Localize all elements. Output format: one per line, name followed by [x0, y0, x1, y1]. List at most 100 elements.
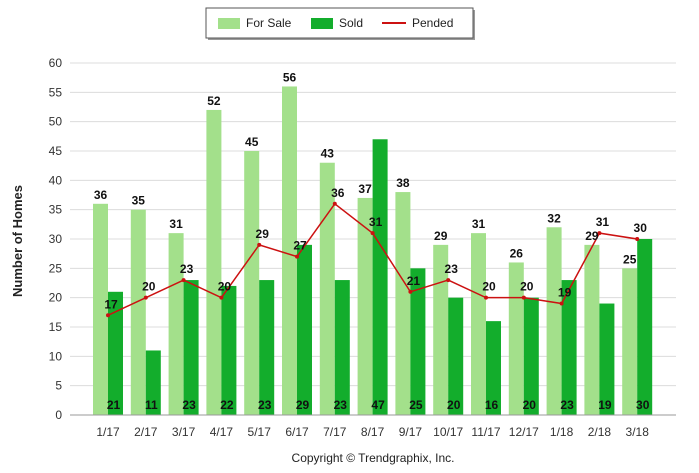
- y-tick-label: 30: [49, 232, 63, 246]
- sold-bar: [448, 297, 464, 415]
- bars: [93, 86, 653, 415]
- pended-value-label: 21: [407, 274, 421, 288]
- x-tick-label: 1/17: [96, 425, 120, 439]
- x-tick-label: 3/17: [172, 425, 196, 439]
- pended-point: [295, 254, 299, 259]
- y-axis-title: Number of Homes: [10, 185, 25, 297]
- sold-value-label: 22: [220, 398, 234, 412]
- x-tick-label: 5/17: [248, 425, 272, 439]
- for-sale-bar: [357, 197, 373, 415]
- x-tick-labels: 1/17 2/17 3/17 4/17 5/17 6/17 7/17 8/17 9/17 10/1…: [96, 425, 649, 439]
- pended-point: [559, 301, 564, 306]
- pended-point: [521, 295, 526, 300]
- sold-value-label: 21: [107, 398, 121, 412]
- for-sale-value-label: 32: [547, 211, 561, 225]
- x-tick-label: 11/17: [471, 425, 500, 439]
- legend-swatch: [311, 18, 333, 29]
- y-tick-label: 0: [55, 408, 62, 422]
- sold-value-label: 16: [485, 398, 499, 412]
- x-tick-label: 3/18: [626, 425, 650, 439]
- legend-entry-label: Sold: [339, 16, 363, 30]
- for-sale-bar: [168, 233, 184, 415]
- for-sale-bar: [206, 109, 222, 415]
- for-sale-bar: [584, 244, 600, 415]
- for-sale-value-label: 38: [396, 176, 410, 190]
- y-tick-label: 5: [55, 379, 62, 393]
- x-tick-label: 2/18: [588, 425, 612, 439]
- pended-point: [446, 278, 451, 283]
- pended-value-label: 31: [369, 215, 383, 229]
- sold-bar: [108, 291, 123, 415]
- pended-line: [106, 201, 640, 318]
- legend-entry-label: For Sale: [246, 16, 292, 30]
- sold-bar: [523, 297, 539, 415]
- for-sale-value-label: 25: [623, 252, 637, 266]
- legend: For Sale Sold Pended: [205, 7, 475, 40]
- for-sale-value-label: 56: [283, 70, 297, 84]
- for-sale-value-label: 26: [510, 246, 524, 260]
- for-sale-bar: [546, 227, 562, 415]
- x-tick-label: 8/17: [361, 425, 385, 439]
- for-sale-bar: [93, 203, 108, 415]
- sold-bar: [259, 280, 275, 415]
- for-sale-value-label: 45: [245, 135, 259, 149]
- pended-value-label: 19: [558, 286, 572, 300]
- for-sale-bar: [471, 233, 486, 415]
- pended-value-label: 23: [445, 262, 459, 276]
- for-sale-bar: [622, 268, 638, 415]
- y-tick-label: 40: [49, 173, 63, 187]
- x-tick-label: 9/17: [399, 425, 423, 439]
- sold-bar: [183, 280, 199, 415]
- for-sale-bar: [319, 162, 335, 415]
- pended-point: [143, 295, 148, 300]
- sold-value-label: 23: [334, 398, 348, 412]
- y-tick-label: 10: [49, 349, 63, 363]
- for-sale-bar: [395, 192, 411, 415]
- for-sale-value-label: 43: [321, 147, 335, 161]
- sold-value-label: 20: [523, 398, 537, 412]
- pended-point: [597, 231, 602, 236]
- sold-value-label: 19: [598, 398, 612, 412]
- pended-value-label: 31: [596, 215, 610, 229]
- pended-value-label: 17: [104, 297, 118, 311]
- pended-point: [181, 278, 186, 283]
- copyright-text: Copyright © Trendgraphix, Inc.: [292, 451, 455, 465]
- pended-value-label: 27: [293, 239, 307, 253]
- sold-bar: [145, 350, 161, 415]
- pended-value-label: 29: [256, 227, 270, 241]
- y-tick-label: 55: [49, 85, 63, 99]
- for-sale-value-label: 31: [472, 217, 486, 231]
- sold-value-label: 47: [371, 398, 385, 412]
- pended-point: [635, 237, 640, 241]
- sold-value-label: 30: [636, 398, 650, 412]
- sold-bar: [334, 280, 350, 415]
- for-sale-value-label: 31: [169, 217, 183, 231]
- sold-value-label: 23: [560, 398, 574, 412]
- sold-bar: [221, 285, 237, 415]
- y-tick-label: 20: [49, 291, 63, 305]
- pended-value-label: 20: [218, 280, 232, 294]
- x-tick-label: 1/18: [550, 425, 574, 439]
- for-sale-bar: [433, 244, 449, 415]
- sold-value-label: 23: [258, 398, 272, 412]
- for-sale-value-label: 52: [207, 94, 221, 108]
- pended-value-label: 36: [331, 186, 345, 200]
- for-sale-value-label: 36: [94, 188, 108, 202]
- sold-value-label: 23: [182, 398, 196, 412]
- pended-point: [370, 231, 375, 236]
- pended-value-label: 30: [634, 221, 648, 235]
- data-labels: 36 21 35 11 31 23 52 22 45 23 56 29 43 23 37 47 38 25 29 20…: [94, 70, 650, 412]
- y-tick-labels: 0 5 10 15 20 25 30 35 40 45 50 55 60: [49, 56, 63, 422]
- sold-bar: [599, 303, 615, 415]
- sold-bar: [561, 280, 577, 415]
- x-tick-label: 6/17: [285, 425, 309, 439]
- x-tick-label: 12/17: [509, 425, 539, 439]
- sold-bar: [637, 239, 653, 415]
- x-tick-label: 7/17: [323, 425, 347, 439]
- for-sale-value-label: 35: [132, 194, 146, 208]
- pended-value-label: 20: [142, 280, 156, 294]
- pended-value-label: 23: [180, 262, 194, 276]
- y-tick-label: 15: [49, 320, 63, 334]
- y-tick-label: 25: [49, 261, 63, 275]
